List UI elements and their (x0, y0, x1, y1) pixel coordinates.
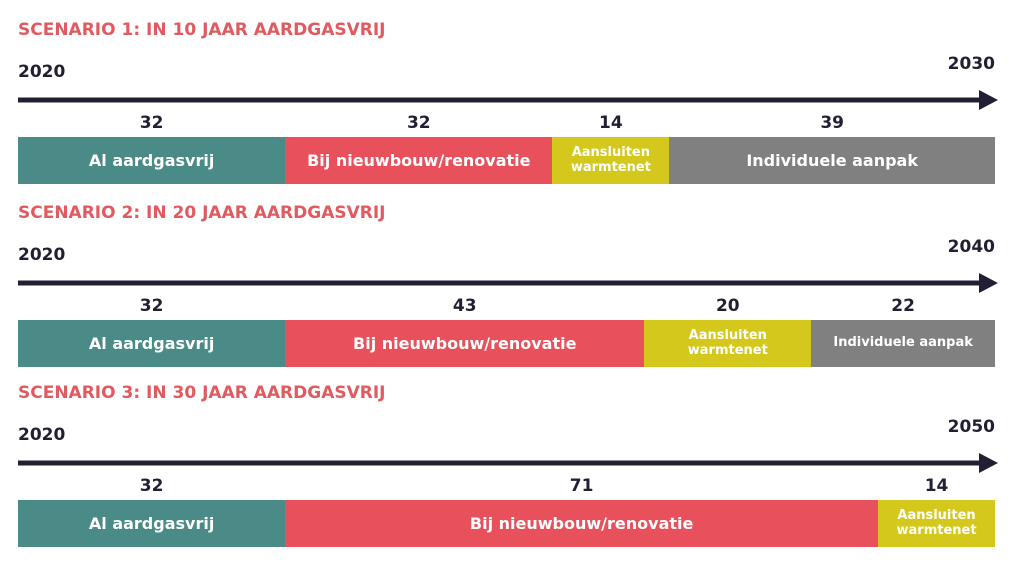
value-label: 32 (406, 113, 431, 133)
timeline-arrow (18, 90, 998, 110)
value-label: 32 (139, 296, 164, 316)
segment: Aansluiten warmtenet (552, 137, 670, 184)
value-label: 39 (820, 113, 844, 133)
segment: Bij nieuwbouw/renovatie (285, 500, 879, 547)
axis-end-year: 2040 (947, 237, 995, 257)
segment: Individuele aanpak (811, 320, 995, 367)
value-label: 43 (452, 296, 477, 316)
timeline-arrow (18, 273, 998, 293)
value-label: 14 (924, 476, 949, 496)
value-label: 71 (569, 476, 594, 496)
timeline-arrow (18, 453, 998, 473)
scenario-title: SCENARIO 3: IN 30 JAAR AARDGASVRIJ (18, 383, 386, 403)
segment: Al aardgasvrij (18, 500, 286, 547)
scenario-title: SCENARIO 1: IN 10 JAAR AARDGASVRIJ (18, 20, 386, 40)
segment: Al aardgasvrij (18, 320, 286, 367)
axis-start-year: 2020 (18, 62, 66, 82)
segment: Aansluiten warmtenet (878, 500, 995, 547)
scenario-title: SCENARIO 2: IN 20 JAAR AARDGASVRIJ (18, 203, 386, 223)
value-label: 32 (139, 476, 164, 496)
segment: Aansluiten warmtenet (644, 320, 812, 367)
segment: Bij nieuwbouw/renovatie (285, 320, 645, 367)
value-label: 20 (715, 296, 740, 316)
axis-end-year: 2030 (947, 54, 995, 74)
axis-start-year: 2020 (18, 425, 66, 445)
segment: Al aardgasvrij (18, 137, 286, 184)
axis-start-year: 2020 (18, 245, 66, 265)
segment: Individuele aanpak (669, 137, 995, 184)
segment: Bij nieuwbouw/renovatie (285, 137, 553, 184)
axis-end-year: 2050 (947, 417, 995, 437)
value-label: 22 (891, 296, 915, 316)
value-label: 32 (139, 113, 164, 133)
value-label: 14 (599, 113, 623, 133)
